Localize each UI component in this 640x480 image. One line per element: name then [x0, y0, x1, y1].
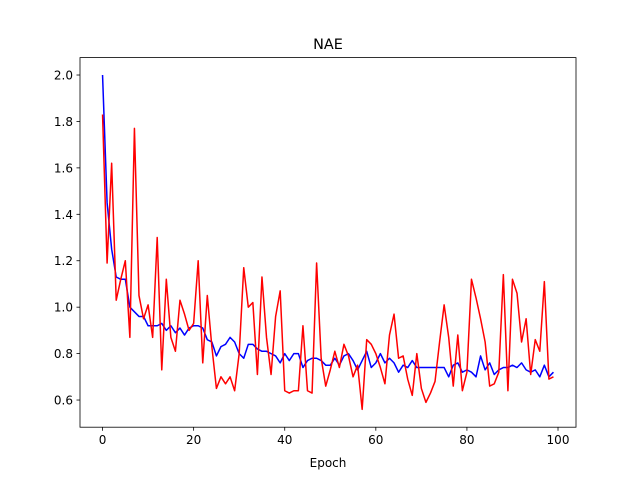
y-tick-label: 0.6 [54, 394, 73, 408]
y-tick-label: 2.0 [54, 69, 73, 83]
chart-title: NAE [313, 37, 343, 53]
y-tick-label: 1.2 [54, 254, 73, 268]
y-tick-label: 1.8 [54, 115, 73, 129]
data-line [101, 114, 554, 411]
x-tick-label: 100 [547, 433, 570, 447]
y-tick-label: 1.4 [54, 208, 73, 222]
x-tick-label: 20 [186, 433, 201, 447]
x-tick-label: 40 [277, 433, 292, 447]
x-tick-label: 0 [99, 433, 107, 447]
plot-frame [79, 57, 577, 428]
x-tick-label: 60 [368, 433, 383, 447]
y-tick-label: 1.0 [54, 301, 73, 315]
x-axis-label: Epoch [310, 456, 347, 470]
x-tick-label: 80 [459, 433, 474, 447]
y-tick-label: 0.8 [54, 347, 73, 361]
y-tick-label: 1.6 [54, 161, 73, 175]
